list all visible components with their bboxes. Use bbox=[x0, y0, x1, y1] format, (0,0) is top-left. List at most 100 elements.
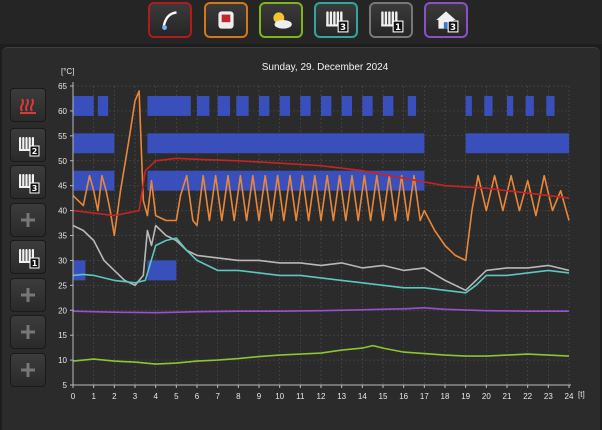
x-tick-label: 19 bbox=[461, 392, 470, 401]
circuit-3-button[interactable]: 3 bbox=[10, 165, 46, 199]
y-tick-label: 65 bbox=[58, 82, 67, 91]
x-tick-label: 18 bbox=[441, 392, 450, 401]
y-tick-label: 10 bbox=[58, 356, 67, 365]
y-tick-label: 30 bbox=[58, 256, 67, 265]
x-tick-label: 9 bbox=[257, 392, 262, 401]
series-line-6 bbox=[72, 344, 570, 365]
x-tick-label: 21 bbox=[503, 392, 512, 401]
y-tick-label: 50 bbox=[58, 157, 67, 166]
schedule-band bbox=[147, 260, 177, 281]
schedule-band bbox=[147, 133, 425, 154]
y-tick-label: 60 bbox=[58, 107, 67, 116]
svg-text:3: 3 bbox=[450, 23, 456, 33]
x-tick-label: 10 bbox=[275, 392, 284, 401]
schedule-band bbox=[525, 95, 534, 116]
house-icon: 3 bbox=[436, 11, 459, 33]
schedule-band bbox=[73, 95, 94, 116]
schedule-band bbox=[279, 95, 290, 116]
series-line-2 bbox=[72, 157, 570, 217]
plus-icon bbox=[21, 325, 35, 339]
svg-text:1: 1 bbox=[395, 23, 401, 33]
add-button-1[interactable] bbox=[10, 203, 46, 237]
x-tick-label: 1 bbox=[91, 392, 96, 401]
y-tick-label: 5 bbox=[63, 381, 68, 390]
schedule-band bbox=[217, 95, 231, 116]
x-tick-label: 8 bbox=[236, 392, 241, 401]
plus-icon bbox=[21, 288, 35, 302]
x-tick-label: 22 bbox=[523, 392, 532, 401]
schedule-band bbox=[147, 95, 191, 116]
chart-title: Sunday, 29. December 2024 bbox=[261, 62, 389, 73]
radiator-icon: 3 bbox=[19, 174, 40, 194]
add-button-3[interactable] bbox=[10, 315, 46, 349]
schedule-band bbox=[73, 133, 115, 154]
y-tick-label: 55 bbox=[58, 132, 67, 141]
schedule-bands bbox=[73, 95, 569, 281]
x-axis-label: [t] bbox=[578, 390, 585, 399]
x-tick-label: 17 bbox=[420, 392, 429, 401]
heat-output-button[interactable] bbox=[10, 88, 46, 122]
schedule-band bbox=[383, 95, 394, 116]
x-tick-label: 3 bbox=[133, 392, 138, 401]
circuit-2-button[interactable]: 2 bbox=[10, 128, 46, 162]
schedule-band bbox=[341, 95, 352, 116]
svg-text:2: 2 bbox=[32, 147, 38, 156]
schedule-band bbox=[484, 95, 493, 116]
y-tick-label: 15 bbox=[58, 331, 67, 340]
gauge-icon bbox=[162, 11, 177, 30]
svg-text:1: 1 bbox=[32, 259, 38, 268]
x-tick-label: 15 bbox=[379, 392, 388, 401]
schedule-band bbox=[465, 95, 472, 116]
x-tick-label: 4 bbox=[153, 392, 158, 401]
series-line-4 bbox=[72, 237, 570, 294]
heating-circuit-3-button[interactable]: 3 bbox=[314, 2, 358, 38]
schedule-band bbox=[507, 95, 514, 116]
sun-cloud-icon bbox=[273, 12, 292, 29]
schedule-band bbox=[97, 95, 109, 116]
series-line-1 bbox=[72, 90, 570, 262]
circuit-1-button[interactable]: 1 bbox=[10, 240, 46, 274]
schedule-band bbox=[465, 133, 569, 154]
x-tick-label: 14 bbox=[358, 392, 367, 401]
x-tick-label: 23 bbox=[544, 392, 553, 401]
y-tick-label: 45 bbox=[58, 182, 67, 191]
x-tick-label: 5 bbox=[174, 392, 179, 401]
radiator-3-icon: 3 bbox=[326, 11, 349, 33]
schedule-band bbox=[321, 95, 332, 116]
y-tick-label: 35 bbox=[58, 232, 67, 241]
x-tick-label: 0 bbox=[71, 392, 76, 401]
add-button-2[interactable] bbox=[10, 278, 46, 312]
schedule-band bbox=[300, 95, 311, 116]
schedule-band bbox=[546, 95, 555, 116]
heating-circuit-1-button[interactable]: 1 bbox=[369, 2, 413, 38]
schedule-band bbox=[73, 260, 86, 281]
add-button-4[interactable] bbox=[10, 353, 46, 387]
svg-text:3: 3 bbox=[340, 23, 346, 33]
x-tick-label: 12 bbox=[317, 392, 326, 401]
schedule-band bbox=[197, 95, 210, 116]
home-3-button[interactable]: 3 bbox=[424, 2, 468, 38]
svg-text:3: 3 bbox=[32, 184, 38, 193]
y-tick-label: 25 bbox=[58, 281, 67, 290]
y-tick-label: 40 bbox=[58, 207, 67, 216]
boiler-icon bbox=[218, 11, 234, 29]
y-tick-label: 20 bbox=[58, 306, 67, 315]
y-axis-label: [°C] bbox=[61, 67, 74, 76]
boiler-button[interactable] bbox=[204, 2, 248, 38]
weather-button[interactable] bbox=[259, 2, 303, 38]
radiator-icon: 2 bbox=[19, 137, 40, 157]
radiator-1-icon: 1 bbox=[381, 11, 404, 33]
plus-icon bbox=[21, 213, 35, 227]
x-tick-label: 7 bbox=[215, 392, 220, 401]
schedule-band bbox=[259, 95, 270, 116]
heat-waves-icon bbox=[20, 98, 36, 114]
x-tick-label: 13 bbox=[337, 392, 346, 401]
schedule-band bbox=[407, 95, 417, 116]
series-line-5 bbox=[72, 307, 569, 314]
mode-button[interactable] bbox=[148, 2, 192, 38]
x-tick-label: 24 bbox=[565, 392, 574, 401]
schedule-band bbox=[362, 95, 373, 116]
x-tick-label: 6 bbox=[195, 392, 200, 401]
radiator-icon: 1 bbox=[19, 249, 40, 269]
